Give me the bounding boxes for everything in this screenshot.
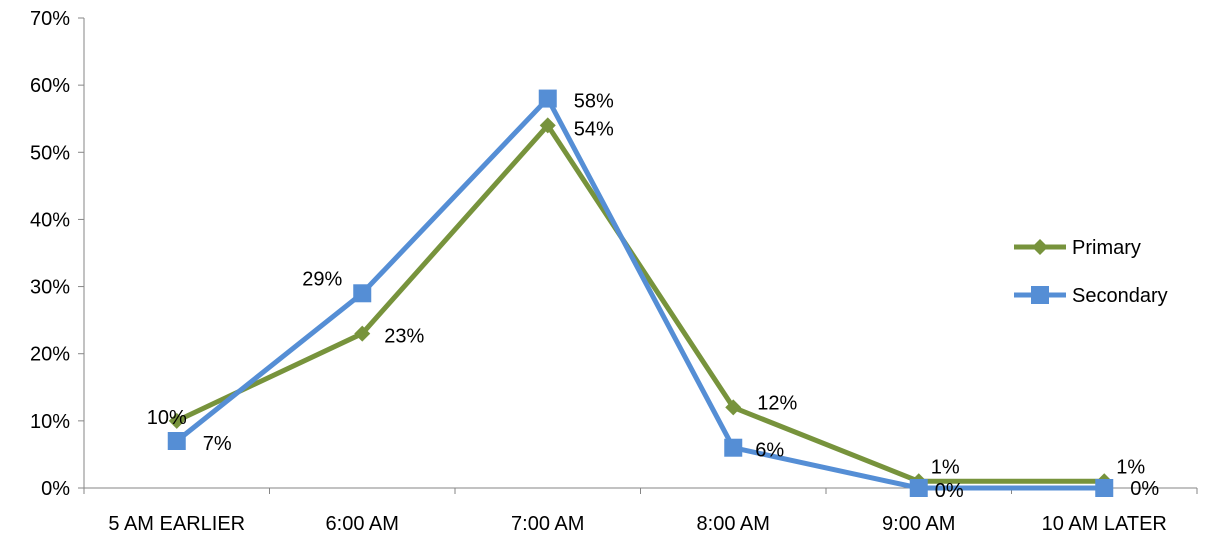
data-label-primary: 23% (384, 326, 424, 348)
series-line-secondary (174, 96, 1107, 491)
plot-area (167, 89, 1114, 497)
x-tick-label: 6:00 AM (326, 513, 399, 535)
data-label-secondary: 0% (935, 480, 964, 502)
x-tick-label: 7:00 AM (511, 513, 584, 535)
y-tick-label: 60% (30, 75, 70, 97)
legend-marker-primary (1032, 239, 1048, 255)
data-point-secondary (1095, 479, 1114, 497)
data-point-secondary (538, 89, 557, 108)
y-tick-label: 20% (30, 344, 70, 366)
x-tick-label: 9:00 AM (882, 513, 955, 535)
data-point-primary (354, 325, 371, 342)
y-tick-label: 30% (30, 277, 70, 299)
legend: Primary Secondary (1014, 237, 1168, 307)
data-point-primary (539, 117, 556, 134)
y-tick-label: 10% (30, 411, 70, 433)
data-point-primary (725, 399, 742, 416)
data-label-primary: 54% (574, 118, 614, 140)
data-label-primary: 1% (931, 456, 960, 478)
x-tick-label: 5 AM EARLIER (108, 513, 245, 535)
data-point-secondary (724, 438, 743, 457)
data-label-secondary: 0% (1130, 478, 1159, 500)
series-line-primary (174, 122, 1107, 484)
data-point-secondary (167, 432, 186, 450)
y-tick-label: 40% (30, 209, 70, 231)
data-label-primary: 1% (1116, 456, 1145, 478)
data-point-secondary (909, 479, 928, 497)
data-labels: 10% 23% 54% 12% 1% 1% 7% 29% 58% 6% 0% 0% (147, 91, 1160, 502)
data-point-primary (168, 412, 185, 429)
legend-label-primary: Primary (1072, 237, 1141, 259)
data-label-secondary: 29% (302, 268, 342, 290)
y-tick-label: 70% (30, 8, 70, 30)
x-axis: 5 AM EARLIER 6:00 AM 7:00 AM 8:00 AM 9:00 AM… (83, 487, 1198, 535)
data-label-primary: 12% (757, 392, 797, 414)
x-tick-label: 8:00 AM (697, 513, 770, 535)
data-label-primary: 10% (147, 407, 187, 429)
x-tick-label: 10 AM LATER (1042, 513, 1167, 535)
data-label-secondary: 58% (574, 91, 614, 113)
legend-label-secondary: Secondary (1072, 285, 1168, 307)
y-axis: 0% 10% 20% 30% 40% 50% 60% 70% (30, 8, 85, 500)
y-tick-label: 50% (30, 142, 70, 164)
legend-marker-secondary (1031, 286, 1049, 304)
y-tick-label: 0% (41, 478, 70, 500)
data-label-secondary: 7% (203, 433, 232, 455)
data-point-secondary (353, 284, 372, 303)
data-label-secondary: 6% (755, 440, 784, 462)
